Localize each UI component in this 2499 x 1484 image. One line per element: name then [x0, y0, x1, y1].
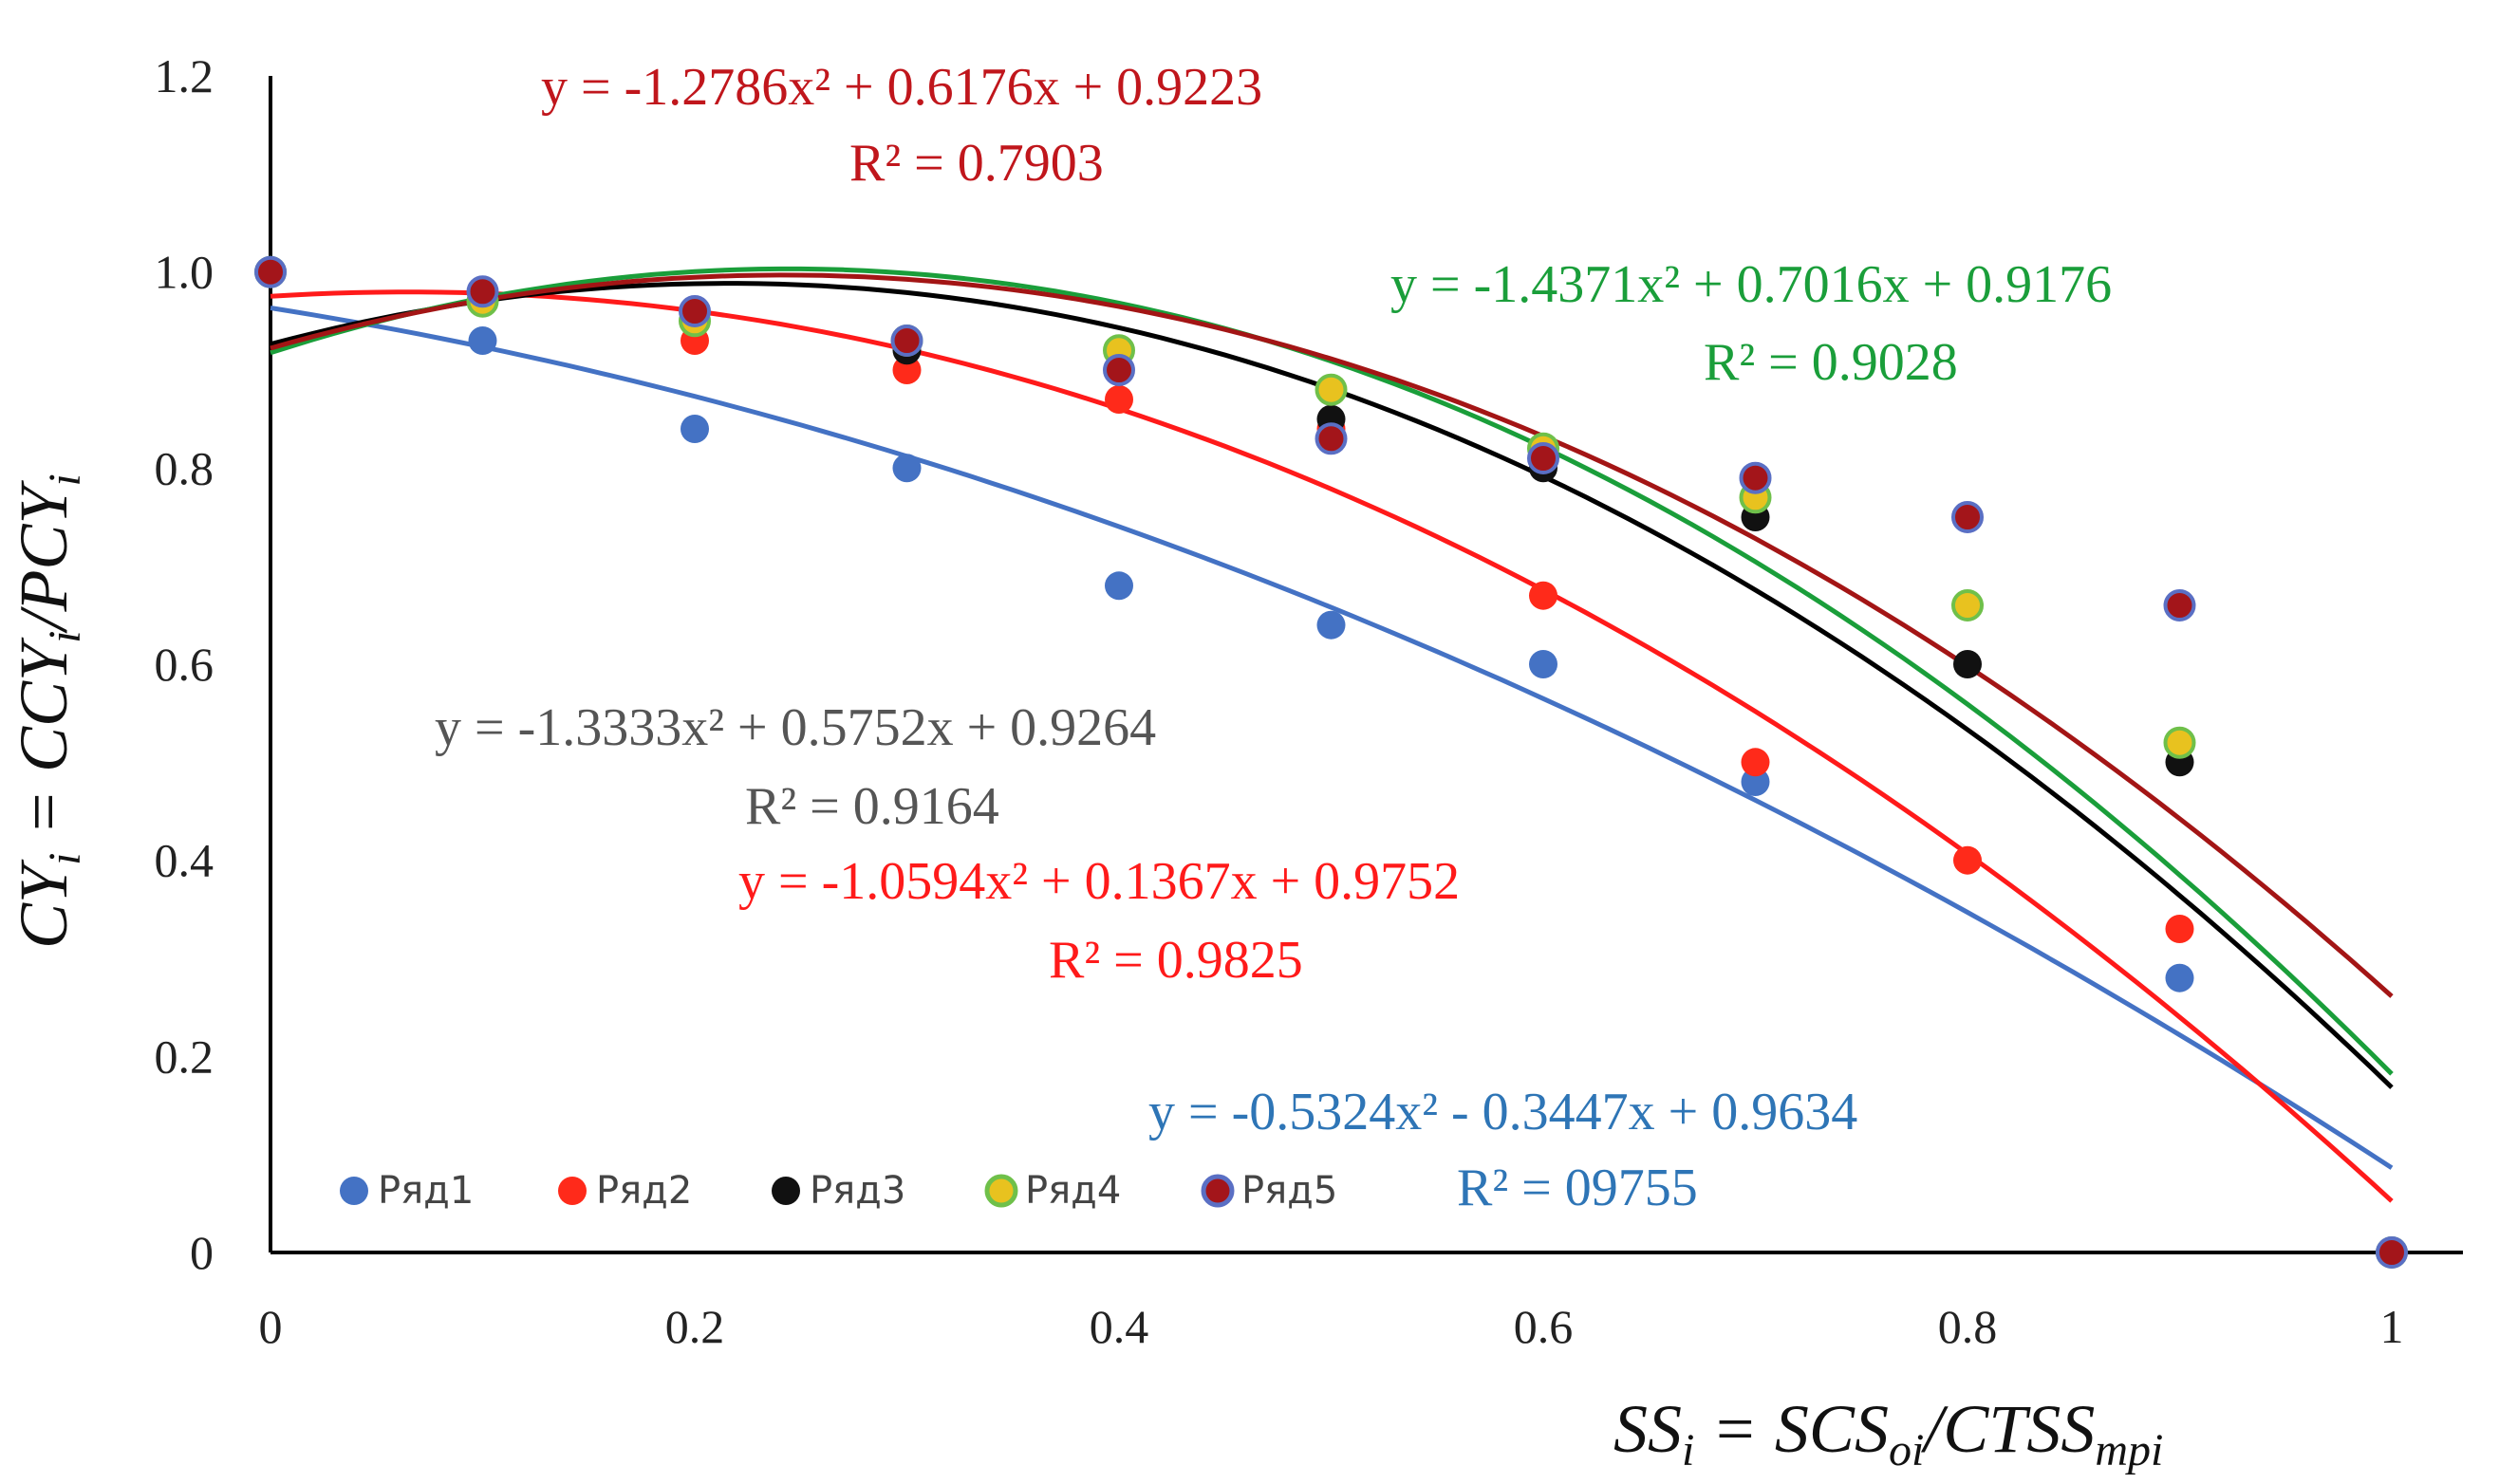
y-tick-label: 1.2	[155, 49, 214, 102]
legend-marker-4-ring	[984, 1174, 1018, 1208]
legend-label-4: Ряд4	[1025, 1169, 1121, 1213]
x-tick-label: 0.6	[1514, 1300, 1574, 1353]
legend-label-2: Ряд2	[596, 1169, 692, 1213]
point-series-5	[1739, 461, 1772, 494]
y-tick-label: 0.6	[155, 638, 214, 691]
point-series-1	[1316, 610, 1346, 640]
point-series-5	[2163, 589, 2196, 621]
point-series-2	[1105, 385, 1133, 414]
trendlines	[270, 266, 2394, 1203]
x-tick-label: 1	[2380, 1300, 2404, 1353]
equation-series-5: y = -1.2786x² + 0.6176x + 0.9223	[541, 58, 1262, 117]
point-series-5	[254, 255, 287, 288]
point-series-4	[2163, 726, 2196, 759]
x-tick-label: 0.2	[665, 1300, 725, 1353]
point-series-4	[1315, 373, 1348, 406]
point-series-4	[1951, 589, 1984, 621]
point-series-1	[892, 454, 922, 483]
point-series-1	[1105, 571, 1133, 601]
r2-series-1: R² = 09755	[1457, 1159, 1698, 1217]
equation-series-2: y = -1.0594x² + 0.1367x + 0.9752	[738, 852, 1460, 911]
y-tick-label: 0	[190, 1226, 214, 1279]
legend-marker-2	[558, 1177, 587, 1205]
legend-label-5: Ряд5	[1241, 1169, 1337, 1213]
legend-label-3: Ряд3	[810, 1169, 905, 1213]
trendline-series-1	[270, 306, 2394, 1170]
r2-series-2: R² = 0.9825	[1049, 931, 1303, 990]
point-series-5	[890, 325, 923, 357]
y-tick-labels: 0 0.2 0.4 0.6 0.8 1.0 1.2	[155, 49, 214, 1279]
point-series-5	[679, 295, 711, 327]
y-tick-label: 0.8	[155, 441, 214, 494]
trendline-series-5	[270, 272, 2394, 998]
point-series-1	[2165, 963, 2194, 992]
point-series-2	[2165, 915, 2194, 943]
equation-series-4: y = -1.4371x² + 0.7016x + 0.9176	[1390, 255, 2112, 314]
x-tick-label: 0.8	[1938, 1300, 1998, 1353]
point-series-5	[466, 275, 499, 308]
point-series-5	[1103, 354, 1135, 386]
legend-marker-5	[1203, 1177, 1232, 1205]
equation-series-1: y = -0.5324x² - 0.3447x + 0.9634	[1148, 1083, 1857, 1141]
point-series-2	[1741, 748, 1770, 777]
r2-series-5: R² = 0.7903	[849, 134, 1104, 193]
point-series-2	[1529, 581, 1557, 610]
point-series-1	[1741, 768, 1770, 796]
y-tick-label: 0.4	[155, 834, 214, 887]
point-series-5	[1315, 422, 1348, 455]
equation-series-3: y = -1.3333x² + 0.5752x + 0.9264	[435, 698, 1156, 757]
legend-marker-4	[987, 1177, 1016, 1205]
legend-label-1: Ряд1	[378, 1169, 474, 1213]
point-series-2	[892, 356, 922, 384]
point-series-1	[681, 415, 709, 443]
point-series-2	[1953, 845, 1982, 875]
point-series-5	[1951, 501, 1984, 533]
x-tick-label: 0.4	[1090, 1300, 1149, 1353]
y-tick-label: 0.2	[155, 1030, 214, 1083]
x-tick-labels: 0 0.2 0.4 0.6 0.8 1	[259, 1300, 2404, 1353]
point-series-1	[1529, 650, 1557, 678]
y-axis-title: CYi = CCYi/PCYi	[6, 473, 90, 949]
point-series-5	[1527, 442, 1559, 474]
point-series-5	[2376, 1236, 2408, 1269]
legend-marker-1	[340, 1177, 368, 1205]
legend-marker-3	[772, 1177, 800, 1205]
trendline-series-2	[270, 289, 2394, 1203]
x-axis-title: SSi = SCSoi/CTSSmpi	[1613, 1391, 2163, 1475]
r2-series-3: R² = 0.9164	[745, 777, 999, 836]
point-series-3	[1953, 650, 1982, 678]
x-tick-label: 0	[259, 1300, 283, 1353]
point-series-1	[468, 326, 497, 355]
y-tick-label: 1.0	[155, 246, 214, 299]
legend-marker-5-ring	[1201, 1174, 1235, 1208]
legend: Ряд1 Ряд2 Ряд3 Ряд4 Ряд5	[340, 1169, 1337, 1213]
data-points	[254, 255, 2408, 1269]
r2-series-4: R² = 0.9028	[1704, 333, 1958, 392]
